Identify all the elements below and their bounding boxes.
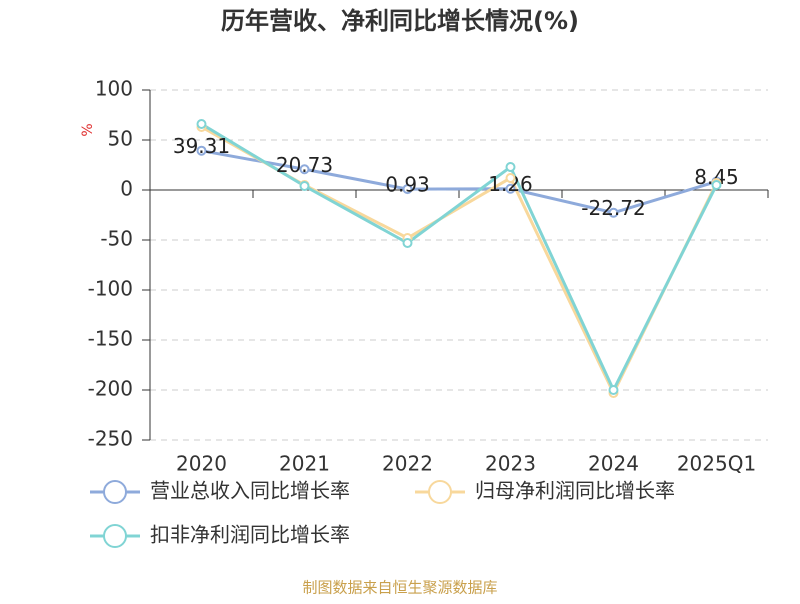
data-label: -22.72 (581, 196, 645, 220)
y-tick-label: 0 (120, 177, 133, 201)
x-tick-label: 2025Q1 (677, 452, 756, 476)
data-point (196, 119, 207, 129)
y-axis-label: % (80, 123, 96, 136)
data-point (402, 238, 413, 248)
data-label: 20.73 (276, 153, 333, 177)
data-point (299, 164, 310, 175)
data-point (505, 173, 516, 183)
y-tick-label: 100 (95, 77, 133, 101)
legend-marker (103, 524, 127, 548)
legend-label: 归母净利润同比增长率 (475, 479, 675, 503)
series-line (201, 149, 717, 215)
data-point (711, 180, 722, 190)
y-tick-label: -250 (88, 427, 133, 451)
legend-marker (103, 480, 127, 504)
data-label: 39.31 (173, 134, 230, 158)
data-point (608, 207, 619, 218)
data-point (196, 145, 207, 156)
legend-label: 营业总收入同比增长率 (150, 479, 350, 503)
x-tick-label: 2023 (485, 452, 536, 476)
data-point (505, 183, 516, 194)
legend-marker (428, 480, 452, 504)
x-tick-label: 2022 (382, 452, 433, 476)
data-point (608, 385, 619, 395)
data-point (402, 184, 413, 195)
series-line (200, 122, 718, 394)
data-point (505, 162, 516, 172)
data-label: 0.93 (385, 173, 430, 197)
x-tick-label: 2024 (588, 452, 639, 476)
chart-title: 历年营收、净利同比增长情况(%) (221, 7, 579, 35)
y-tick-label: -200 (88, 377, 133, 401)
x-tick-label: 2021 (279, 452, 330, 476)
data-point (299, 181, 310, 191)
y-tick-label: -50 (100, 227, 133, 251)
x-tick-label: 2020 (176, 452, 227, 476)
source-note: 制图数据来自恒生聚源数据库 (302, 579, 497, 597)
y-tick-label: -150 (88, 327, 133, 351)
y-tick-label: 50 (108, 127, 133, 151)
y-tick-label: -100 (88, 277, 133, 301)
legend-label: 扣非净利润同比增长率 (150, 523, 350, 547)
